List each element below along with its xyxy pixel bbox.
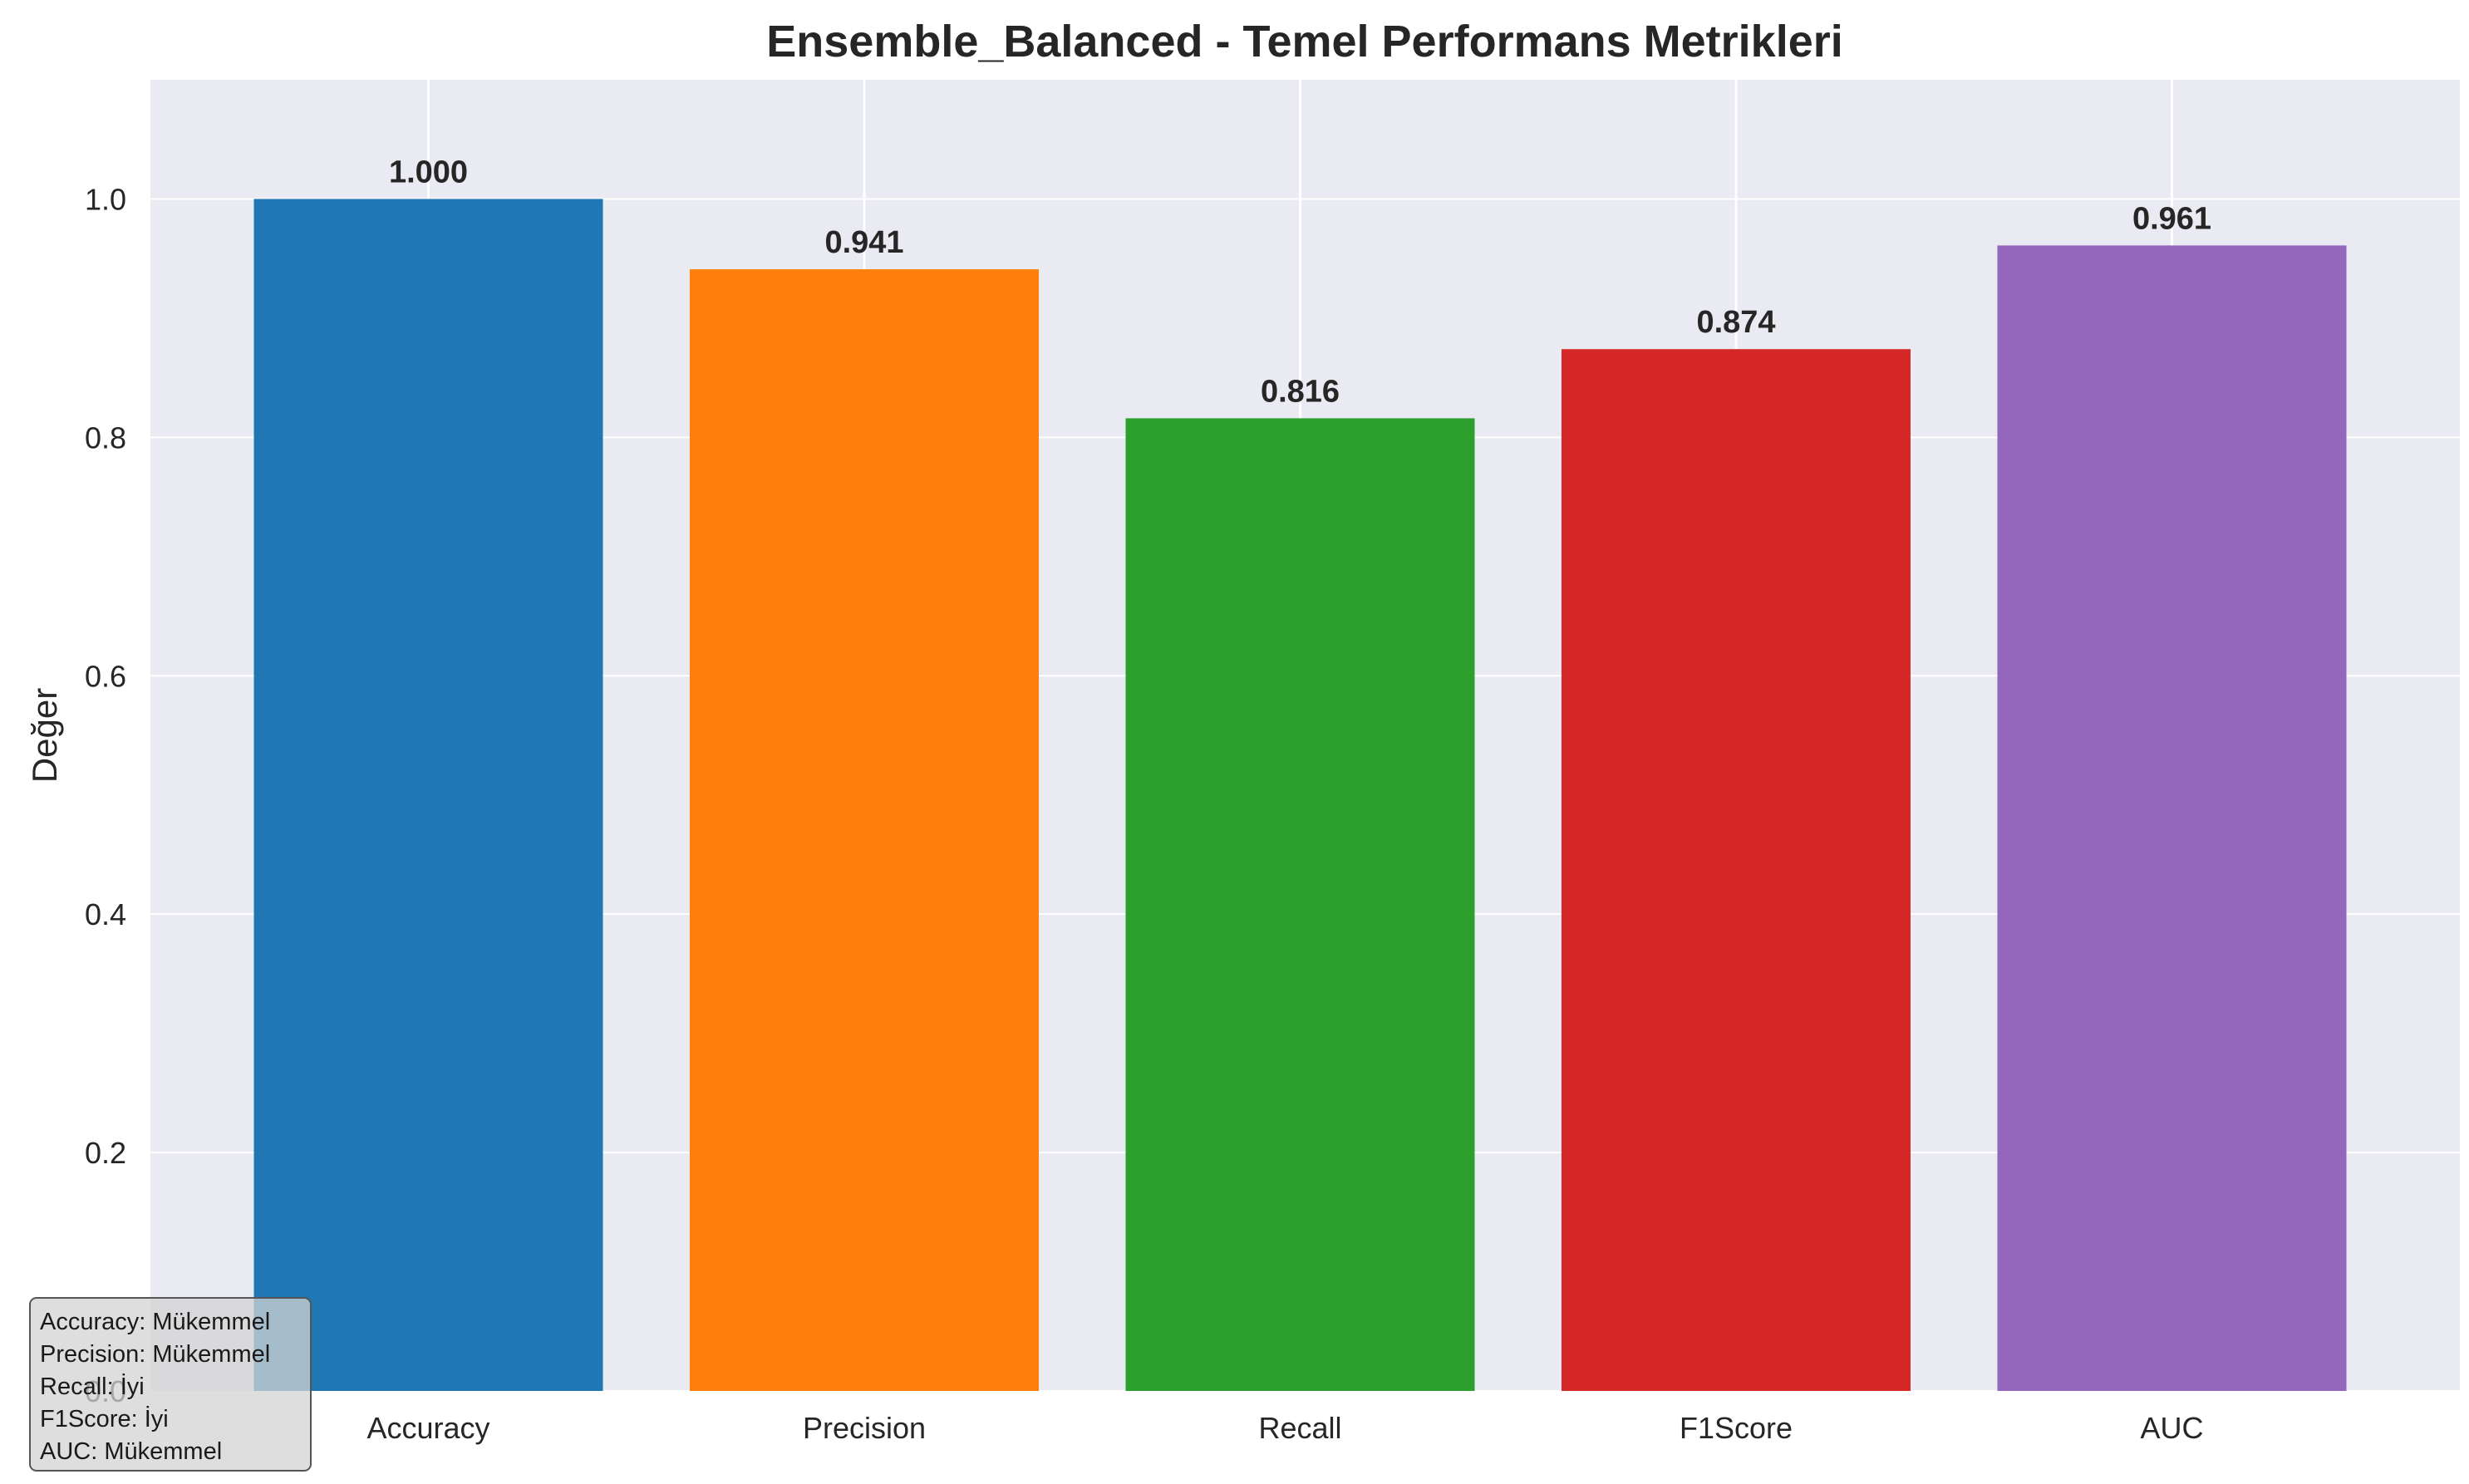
annotation-box: Accuracy: Mükemmel Precision: Mükemmel Rec… [29,1297,312,1472]
chart-title: Ensemble_Balanced - Temel Performans Met… [766,17,1843,66]
data-labels: 1.000 0.941 0.816 0.874 0.961 [389,155,2211,409]
data-label: 0.816 [1261,374,1340,409]
x-tick-label: F1Score [1680,1411,1793,1445]
x-tick-label: Precision [803,1411,926,1445]
bar-recall [1125,418,1475,1392]
bar-precision [690,269,1039,1391]
x-tick-label: AUC [2140,1411,2203,1445]
y-tick-label: 0.8 [85,420,126,455]
x-tick-label: Recall [1258,1411,1341,1445]
y-tick-label: 0.6 [85,659,126,693]
y-tick-label: 0.4 [85,897,126,931]
y-axis-label: Değer [25,688,64,783]
bar-auc [1997,245,2347,1391]
y-tick-label: 0.2 [85,1136,126,1170]
bar-f1score [1562,349,1911,1391]
annotation-line: Accuracy: Mükemmel [40,1309,270,1335]
y-axis-ticks: 0.00.20.40.60.81.0 [85,182,126,1408]
x-axis-ticks: Accuracy Precision Recall F1Score AUC [366,1411,2203,1445]
bars [253,199,2347,1392]
bar-accuracy [253,199,603,1391]
data-label: 0.961 [2132,201,2211,236]
data-label: 0.874 [1696,305,1775,340]
data-label: 0.941 [824,225,903,260]
data-label: 1.000 [389,155,468,189]
annotation-line: Precision: Mükemmel [40,1341,270,1368]
annotation-line: Recall: İyi [40,1373,145,1400]
annotation-line: F1Score: İyi [40,1405,169,1432]
x-tick-label: Accuracy [366,1411,489,1445]
annotation-line: AUC: Mükemmel [40,1438,222,1465]
y-tick-label: 1.0 [85,182,126,216]
